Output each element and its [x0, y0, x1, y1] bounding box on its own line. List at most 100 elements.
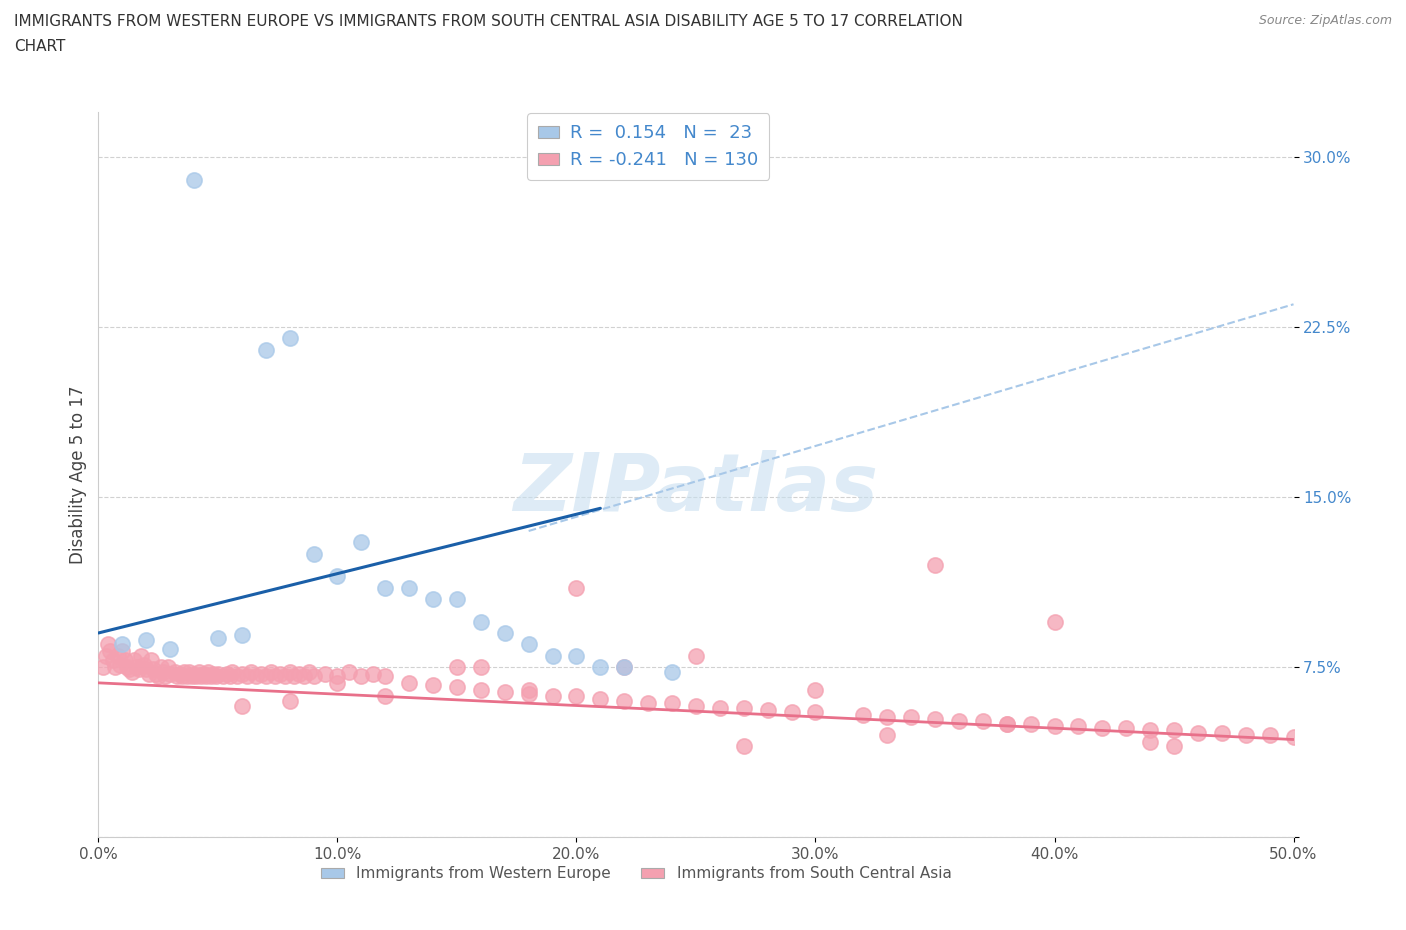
- Point: [446, 659, 468, 674]
- Point: [363, 666, 385, 681]
- Point: [169, 666, 191, 681]
- Point: [302, 546, 325, 561]
- Point: [446, 591, 468, 606]
- Point: [470, 683, 492, 698]
- Point: [995, 716, 1018, 731]
- Point: [211, 669, 233, 684]
- Point: [470, 614, 492, 629]
- Point: [139, 653, 162, 668]
- Point: [1139, 723, 1161, 737]
- Point: [446, 680, 468, 695]
- Point: [637, 696, 659, 711]
- Point: [972, 714, 994, 729]
- Point: [231, 698, 253, 713]
- Point: [254, 342, 277, 357]
- Point: [733, 738, 755, 753]
- Point: [924, 558, 946, 573]
- Point: [250, 666, 273, 681]
- Text: Source: ZipAtlas.com: Source: ZipAtlas.com: [1258, 14, 1392, 27]
- Point: [900, 710, 922, 724]
- Point: [156, 659, 179, 674]
- Point: [269, 666, 291, 681]
- Point: [1163, 738, 1185, 753]
- Point: [876, 710, 898, 724]
- Point: [565, 648, 588, 663]
- Point: [661, 696, 683, 711]
- Point: [1234, 727, 1257, 742]
- Point: [948, 714, 970, 729]
- Point: [283, 669, 305, 684]
- Point: [315, 666, 337, 681]
- Point: [278, 331, 301, 346]
- Point: [613, 659, 636, 674]
- Point: [517, 686, 540, 701]
- Point: [180, 669, 202, 684]
- Point: [339, 664, 361, 679]
- Point: [186, 669, 208, 684]
- Point: [292, 669, 315, 684]
- Point: [1187, 725, 1209, 740]
- Point: [278, 694, 301, 709]
- Point: [138, 666, 160, 681]
- Point: [565, 580, 588, 595]
- Point: [470, 659, 492, 674]
- Point: [1067, 719, 1090, 734]
- Point: [235, 669, 257, 684]
- Point: [298, 664, 321, 679]
- Point: [125, 659, 148, 674]
- Point: [804, 705, 827, 720]
- Point: [541, 648, 564, 663]
- Point: [995, 716, 1018, 731]
- Point: [1091, 721, 1114, 736]
- Point: [226, 669, 249, 684]
- Point: [589, 691, 612, 706]
- Point: [494, 684, 516, 699]
- Point: [374, 689, 396, 704]
- Point: [1139, 735, 1161, 750]
- Text: CHART: CHART: [14, 39, 66, 54]
- Point: [756, 703, 779, 718]
- Point: [166, 669, 188, 684]
- Point: [231, 666, 253, 681]
- Point: [302, 669, 325, 684]
- Point: [1043, 614, 1066, 629]
- Point: [108, 658, 131, 672]
- Point: [176, 669, 198, 684]
- Point: [202, 666, 225, 681]
- Point: [589, 659, 612, 674]
- Point: [350, 535, 373, 550]
- Point: [565, 689, 588, 704]
- Point: [128, 662, 150, 677]
- Point: [97, 637, 120, 652]
- Point: [541, 689, 564, 704]
- Point: [422, 678, 444, 693]
- Point: [163, 664, 186, 679]
- Point: [245, 669, 267, 684]
- Point: [924, 711, 946, 726]
- Point: [288, 666, 311, 681]
- Point: [1258, 727, 1281, 742]
- Point: [350, 669, 373, 684]
- Point: [326, 669, 349, 684]
- Y-axis label: Disability Age 5 to 17: Disability Age 5 to 17: [69, 385, 87, 564]
- Point: [613, 694, 636, 709]
- Point: [193, 666, 215, 681]
- Point: [613, 659, 636, 674]
- Point: [661, 664, 683, 679]
- Point: [852, 707, 875, 722]
- Point: [240, 664, 263, 679]
- Point: [104, 659, 127, 674]
- Point: [197, 664, 219, 679]
- Point: [804, 683, 827, 698]
- Point: [115, 659, 138, 674]
- Point: [159, 642, 181, 657]
- Point: [155, 669, 177, 684]
- Point: [183, 666, 205, 681]
- Point: [107, 648, 129, 663]
- Point: [876, 727, 898, 742]
- Point: [259, 664, 281, 679]
- Point: [1163, 723, 1185, 737]
- Point: [131, 648, 153, 663]
- Point: [264, 669, 287, 684]
- Point: [221, 664, 243, 679]
